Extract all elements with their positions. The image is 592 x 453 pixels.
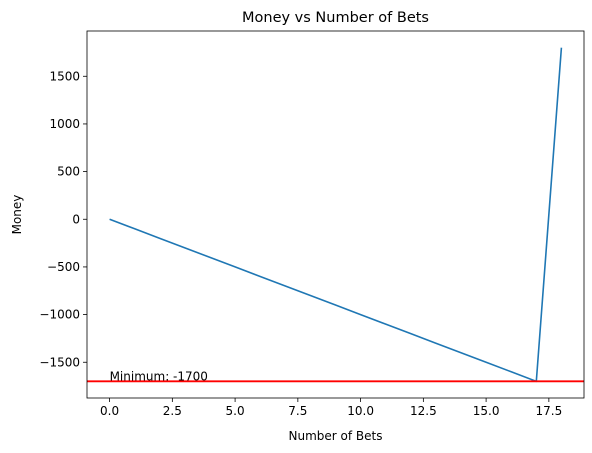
x-tick-label: 17.5 [535,404,562,418]
plot-area: 0.0 2.5 5.0 7.5 10.0 12.5 15.0 17.5 −1500−1000−… [39,30,585,418]
x-tick-label: 2.5 [163,404,182,418]
x-tick-label: 7.5 [288,404,307,418]
y-axis: −1500 −1000 −500 0 500 1000 1500 [39,69,87,369]
money-series-line [109,47,563,383]
x-axis-label: Number of Bets [289,429,383,443]
x-tick-label: 5.0 [226,404,245,418]
x-axis: 0.0 2.5 5.0 7.5 10.0 12.5 15.0 17.5 [100,398,562,418]
y-tick-label: 0 [72,212,80,226]
y-axis-label: Money [10,195,24,235]
y-tick-label: 1000 [49,117,80,131]
y-tick-label: −500 [47,260,80,274]
y-tick-label: −1500 [39,355,80,369]
series-layer [109,47,563,383]
y-tick-label: 500 [57,165,80,179]
chart-title: Money vs Number of Bets [242,10,429,26]
y-tick-label: −1000 [39,308,80,322]
minimum-annotation: Minimum: -1700 [110,369,208,383]
plot-frame [87,31,584,398]
x-tick-label: 15.0 [473,404,500,418]
x-tick-label: 12.5 [410,404,437,418]
y-tick-label: 1500 [49,69,80,83]
plot-border [86,30,585,399]
x-tick-label: 0.0 [100,404,119,418]
x-tick-label: 10.0 [347,404,374,418]
